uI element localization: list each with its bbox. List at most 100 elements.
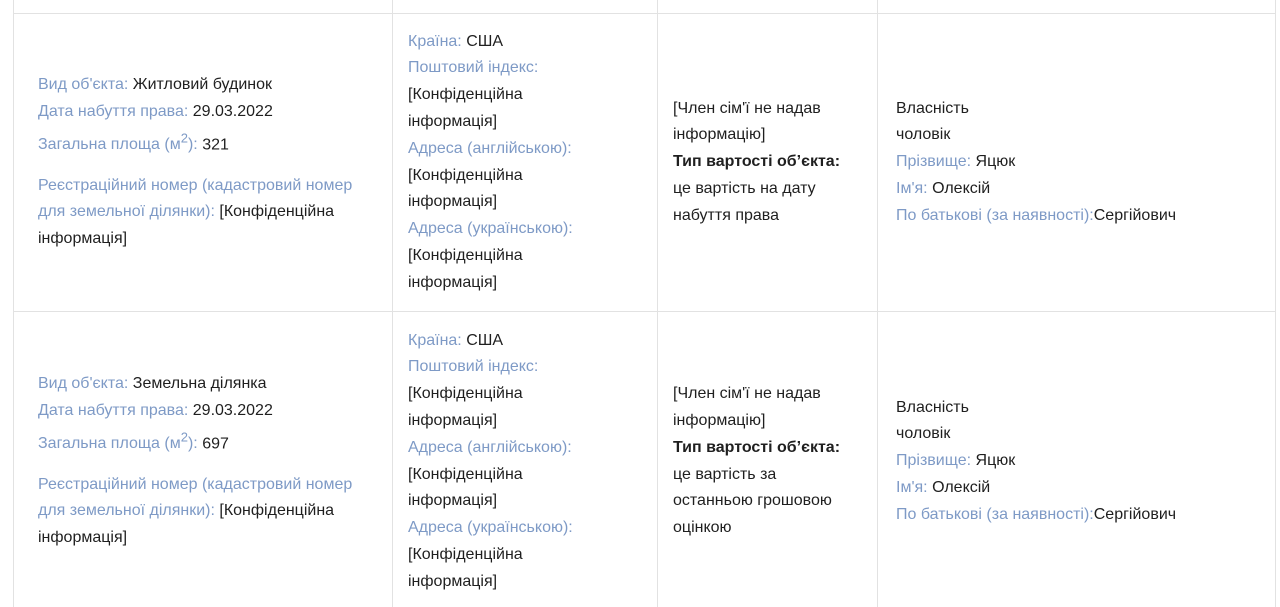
surname-field: Прізвище: Яцюк xyxy=(896,149,1255,176)
address-ua-value: [Конфіденційна інформація] xyxy=(408,545,523,590)
total-area-label-post: ): xyxy=(187,434,198,452)
surname-value: Яцюк xyxy=(975,153,1016,171)
registration-number-field: Реєстраційний номер (кадастровий номер д… xyxy=(38,173,367,253)
registration-number-value: [Конфіденційна інформація] xyxy=(38,502,335,547)
acquire-date-value: 29.03.2022 xyxy=(192,401,273,419)
total-area-field: Загальна площа (м2): 697 xyxy=(38,425,367,458)
acquire-date-field: Дата набуття права: 29.03.2022 xyxy=(38,398,367,425)
patronymic-label: По батькові (за наявності): xyxy=(896,505,1094,523)
country-field: Країна: США xyxy=(408,29,607,56)
address-en-field: Адреса (англійською): [Конфіденційна інф… xyxy=(408,136,607,216)
total-area-field: Загальна площа (м2): 321 xyxy=(38,126,367,159)
surname-field: Прізвище: Яцюк xyxy=(896,448,1255,475)
rights-cell: Власність чоловік Прізвище: Яцюк Ім'я: О… xyxy=(877,13,1276,312)
no-info-note: [Член сім'ї не надав інформацію] xyxy=(673,385,821,429)
patronymic-field: По батькові (за наявності):Сергійович xyxy=(896,502,1255,529)
address-en-field: Адреса (англійською): [Конфіденційна інф… xyxy=(408,435,607,515)
valuation-cell-stub xyxy=(657,0,878,14)
registration-number-value: [Конфіденційна інформація] xyxy=(38,203,335,248)
registration-number-label: Реєстраційний номер (кадастровий номер д… xyxy=(38,176,353,221)
value-type-field: Тип вартості об’єкта: це вартість на дат… xyxy=(673,149,847,229)
country-label: Країна: xyxy=(408,331,462,349)
object-type-value: Земельна ділянка xyxy=(132,374,267,392)
address-en-value: [Конфіденційна інформація] xyxy=(408,465,523,510)
total-area-value: 697 xyxy=(202,434,229,452)
postal-code-field: Поштовий індекс: [Конфіденційна інформац… xyxy=(408,354,607,434)
registration-number-field: Реєстраційний номер (кадастровий номер д… xyxy=(38,472,367,552)
object-type-value: Житловий будинок xyxy=(132,75,273,93)
total-area-label-pre: Загальна площа (м xyxy=(38,135,181,153)
object-type-field: Вид об'єкта: Земельна ділянка xyxy=(38,371,367,398)
valuation-cell: [Член сім'ї не надав інформацію] Тип вар… xyxy=(657,13,878,312)
rights-cell: Власність чоловік Прізвище: Яцюк Ім'я: О… xyxy=(877,311,1276,607)
value-type-field: Тип вартості об’єкта: це вартість за ост… xyxy=(673,435,847,542)
country-field: Країна: США xyxy=(408,328,607,355)
country-value: США xyxy=(466,32,504,50)
owner-relation: чоловік xyxy=(896,425,951,443)
superscript-2: 2 xyxy=(180,429,188,445)
object-cell-stub xyxy=(13,0,393,14)
object-type-label: Вид об'єкта: xyxy=(38,75,129,93)
registration-number-label: Реєстраційний номер (кадастровий номер д… xyxy=(38,475,353,520)
valuation-cell: [Член сім'ї не надав інформацію] Тип вар… xyxy=(657,311,878,607)
total-area-label-pre: Загальна площа (м xyxy=(38,434,181,452)
table-row: Вид об'єкта: Житловий будинок Дата набут… xyxy=(13,13,1276,312)
name-label: Ім'я: xyxy=(896,478,928,496)
address-ua-label: Адреса (українською): xyxy=(408,220,573,238)
value-type-text: це вартість за останньою грошовою оцінко… xyxy=(673,465,832,537)
value-type-label: Тип вартості об’єкта: xyxy=(673,438,841,456)
ownership-type: Власність xyxy=(896,99,969,117)
object-type-field: Вид об'єкта: Житловий будинок xyxy=(38,72,367,99)
declaration-real-estate-table: Вид об'єкта: Житловий будинок Дата набут… xyxy=(13,0,1276,607)
object-type-label: Вид об'єкта: xyxy=(38,374,129,392)
country-value: США xyxy=(466,331,504,349)
name-value: Олексій xyxy=(932,478,991,496)
value-type-label: Тип вартості об’єкта: xyxy=(673,153,841,171)
address-ua-field: Адреса (українською): [Конфіденційна інф… xyxy=(408,515,607,595)
total-area-label: Загальна площа (м2): xyxy=(38,131,198,153)
address-ua-value: [Конфіденційна інформація] xyxy=(408,246,523,291)
postal-code-label: Поштовий індекс: xyxy=(408,59,539,77)
acquire-date-label: Дата набуття права: xyxy=(38,401,189,419)
total-area-label-post: ): xyxy=(187,135,198,153)
postal-code-field: Поштовий індекс: [Конфіденційна інформац… xyxy=(408,55,607,135)
address-en-label: Адреса (англійською): xyxy=(408,139,572,157)
location-cell: Країна: США Поштовий індекс: [Конфіденці… xyxy=(392,311,658,607)
surname-value: Яцюк xyxy=(975,452,1016,470)
name-value: Олексій xyxy=(932,179,991,197)
total-area-value: 321 xyxy=(202,135,229,153)
surname-label: Прізвище: xyxy=(896,452,972,470)
object-cell: Вид об'єкта: Житловий будинок Дата набут… xyxy=(13,13,393,312)
total-area-label: Загальна площа (м2): xyxy=(38,430,198,452)
patronymic-label: По батькові (за наявності): xyxy=(896,206,1094,224)
table-row-partial xyxy=(13,0,1276,14)
no-info-note: [Член сім'ї не надав інформацію] xyxy=(673,99,821,144)
superscript-2: 2 xyxy=(180,130,188,146)
name-field: Ім'я: Олексій xyxy=(896,475,1255,502)
country-label: Країна: xyxy=(408,32,462,50)
patronymic-field: По батькові (за наявності):Сергійович xyxy=(896,203,1255,230)
address-ua-field: Адреса (українською): [Конфіденційна інф… xyxy=(408,216,607,296)
address-en-value: [Конфіденційна інформація] xyxy=(408,166,523,211)
location-cell-stub xyxy=(392,0,658,14)
rights-cell-stub xyxy=(877,0,1276,14)
postal-code-value: [Конфіденційна інформація] xyxy=(408,385,523,429)
postal-code-value: [Конфіденційна інформація] xyxy=(408,86,523,130)
name-field: Ім'я: Олексій xyxy=(896,176,1255,203)
address-ua-label: Адреса (українською): xyxy=(408,519,573,537)
value-type-text: це вартість на дату набуття права xyxy=(673,179,816,224)
acquire-date-field: Дата набуття права: 29.03.2022 xyxy=(38,99,367,126)
acquire-date-value: 29.03.2022 xyxy=(192,102,273,120)
surname-label: Прізвище: xyxy=(896,153,972,171)
acquire-date-label: Дата набуття права: xyxy=(38,102,189,120)
location-cell: Країна: США Поштовий індекс: [Конфіденці… xyxy=(392,13,658,312)
name-label: Ім'я: xyxy=(896,179,928,197)
patronymic-value: Сергійович xyxy=(1093,505,1177,523)
ownership-type: Власність xyxy=(896,398,969,416)
postal-code-label: Поштовий індекс: xyxy=(408,358,539,376)
object-cell: Вид об'єкта: Земельна ділянка Дата набут… xyxy=(13,311,393,607)
owner-relation: чоловік xyxy=(896,126,951,144)
address-en-label: Адреса (англійською): xyxy=(408,438,572,456)
table-row: Вид об'єкта: Земельна ділянка Дата набут… xyxy=(13,311,1276,607)
patronymic-value: Сергійович xyxy=(1093,206,1177,224)
